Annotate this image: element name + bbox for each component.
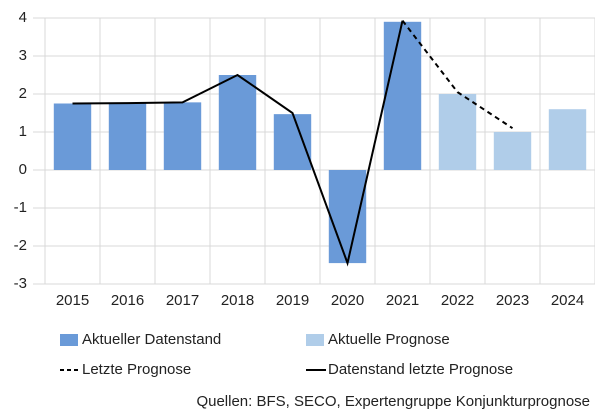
bar	[383, 21, 422, 170]
bar	[548, 109, 587, 170]
line	[401, 20, 514, 130]
x-tick-label: 2021	[386, 292, 419, 309]
line	[72, 20, 404, 267]
legend-label: Datenstand letzte Prognose	[328, 361, 513, 378]
y-tick-label: 0	[19, 161, 27, 178]
legend-label: Letzte Prognose	[82, 361, 191, 378]
x-tick-label: 2024	[551, 292, 584, 309]
x-tick-label: 2018	[221, 292, 254, 309]
y-tick-label: 1	[19, 123, 27, 140]
legend-swatch	[60, 334, 78, 346]
y-tick-label: -3	[14, 275, 27, 292]
x-tick-label: 2016	[111, 292, 144, 309]
x-tick-label: 2020	[331, 292, 364, 309]
x-tick-label: 2023	[496, 292, 529, 309]
x-tick-label: 2019	[276, 292, 309, 309]
bar	[218, 75, 257, 170]
bar	[53, 103, 92, 170]
legend-swatch	[306, 334, 324, 346]
legend-label: Aktueller Datenstand	[82, 331, 221, 348]
x-tick-label: 2022	[441, 292, 474, 309]
bar	[273, 114, 312, 170]
bar	[328, 170, 367, 264]
legend-label: Aktuelle Prognose	[328, 331, 450, 348]
bar	[163, 102, 202, 170]
y-tick-label: -2	[14, 237, 27, 254]
x-tick-label: 2017	[166, 292, 199, 309]
bar	[493, 132, 532, 170]
bar	[108, 103, 147, 170]
source-note: Quellen: BFS, SECO, Expertengruppe Konju…	[196, 393, 590, 410]
y-tick-label: 2	[19, 85, 27, 102]
y-tick-label: 4	[19, 9, 27, 26]
y-tick-label: -1	[14, 199, 27, 216]
bar	[438, 94, 477, 170]
x-tick-label: 2015	[56, 292, 89, 309]
y-tick-label: 3	[19, 47, 27, 64]
